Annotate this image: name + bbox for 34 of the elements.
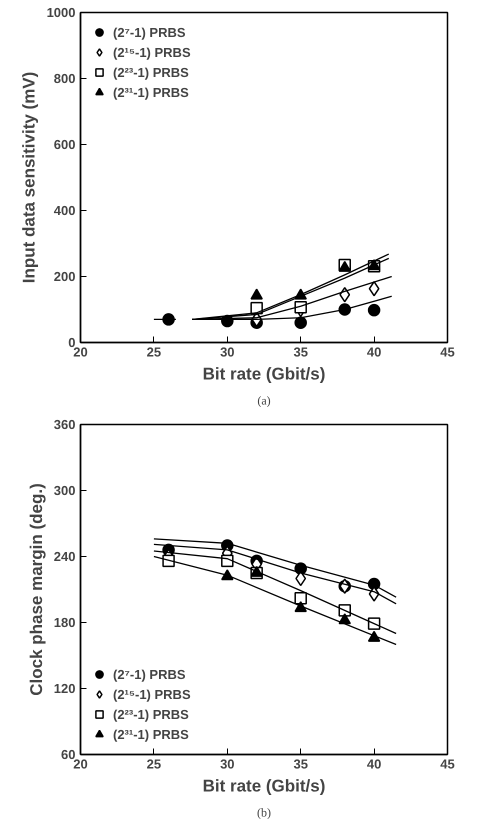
legend-label: (2²³-1) PRBS	[113, 64, 189, 80]
y-tick-label: 800	[54, 71, 76, 86]
y-tick-label: 180	[54, 615, 76, 630]
y-tick-label: 120	[54, 681, 76, 696]
legend-label: (2³¹-1) PRBS	[113, 726, 189, 742]
legend-label: (2¹⁵-1) PRBS	[113, 686, 191, 702]
y-tick-label: 300	[54, 483, 76, 498]
text: (b)	[257, 806, 272, 820]
x-tick-label: 40	[366, 344, 382, 360]
y-tick-label: 600	[54, 137, 76, 152]
y-tick-label: 200	[54, 269, 76, 284]
y-axis-title: Input data sensitivity (mV)	[20, 72, 39, 284]
x-tick-label: 35	[293, 344, 308, 360]
legend-label: (2²³-1) PRBS	[113, 706, 189, 722]
y-tick-label: 1000	[46, 5, 76, 20]
x-tick-label: 45	[440, 756, 455, 772]
x-tick-label: 30	[220, 756, 235, 772]
x-axis-title: Bit rate (Gbit/s)	[202, 364, 326, 384]
x-tick-label: 30	[220, 344, 235, 360]
x-tick-label: 35	[293, 756, 308, 772]
y-axis-title: Clock phase margin (deg.)	[26, 483, 46, 696]
y-tick-label: 400	[54, 203, 76, 218]
x-tick-label: 40	[366, 756, 382, 772]
legend-label: (2⁷-1) PRBS	[113, 24, 186, 40]
x-tick-label: 25	[146, 756, 162, 772]
legend-label: (2³¹-1) PRBS	[113, 84, 189, 100]
y-tick-label: 240	[54, 549, 76, 564]
text: (a)	[257, 394, 271, 408]
legend-label: (2⁷-1) PRBS	[113, 666, 186, 682]
x-axis-title: Bit rate (Gbit/s)	[202, 776, 326, 796]
x-tick-label: 45	[440, 344, 455, 360]
x-tick-label: 25	[146, 344, 162, 360]
y-tick-label: 360	[54, 417, 76, 432]
legend-label: (2¹⁵-1) PRBS	[113, 44, 191, 60]
